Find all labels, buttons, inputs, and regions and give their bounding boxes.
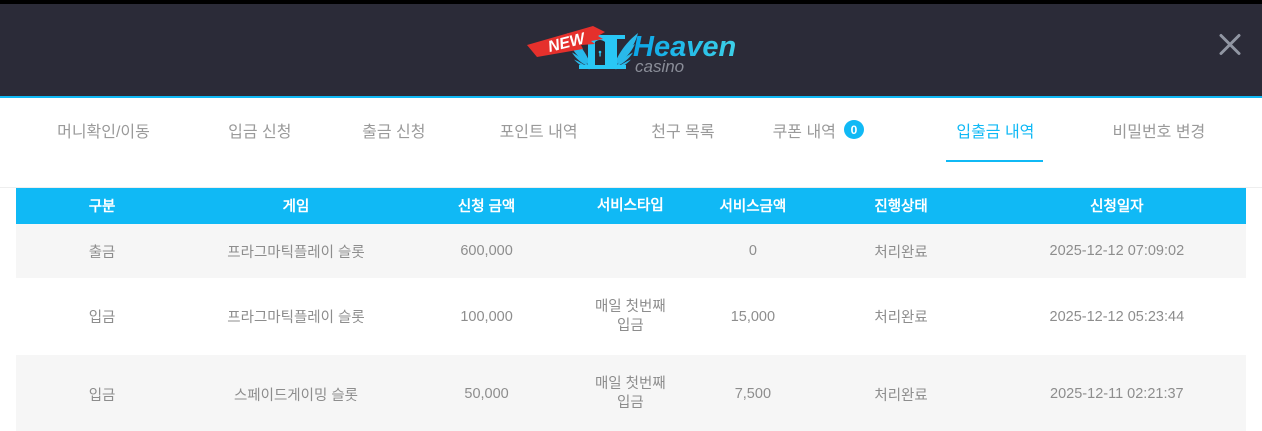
svg-text:casino: casino	[635, 57, 684, 76]
